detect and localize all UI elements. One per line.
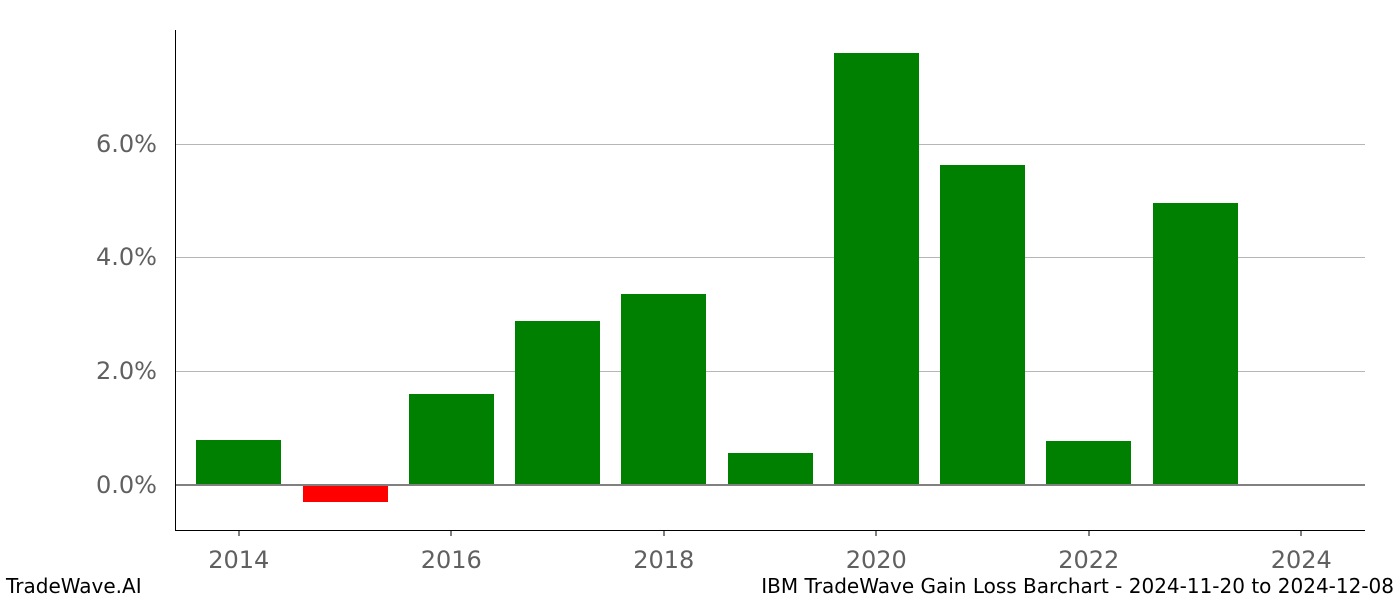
x-tick-label: 2024 — [1271, 546, 1332, 574]
x-tick-mark — [451, 530, 452, 536]
x-tick-label: 2018 — [633, 546, 694, 574]
x-tick-mark — [663, 530, 664, 536]
chart-stage: 0.0%2.0%4.0%6.0%201420162018202020222024… — [0, 0, 1400, 600]
y-tick-label: 4.0% — [96, 243, 157, 271]
x-tick-mark — [238, 530, 239, 536]
bar — [621, 294, 706, 484]
x-tick-label: 2014 — [208, 546, 269, 574]
footer-right: IBM TradeWave Gain Loss Barchart - 2024-… — [761, 574, 1394, 598]
y-tick-label: 2.0% — [96, 357, 157, 385]
y-tick-label: 0.0% — [96, 471, 157, 499]
bar — [515, 321, 600, 485]
x-tick-mark — [876, 530, 877, 536]
zero-line — [175, 484, 1365, 486]
gridline — [175, 144, 1365, 145]
footer-left: TradeWave.AI — [6, 574, 142, 598]
x-tick-mark — [1301, 530, 1302, 536]
bar — [196, 440, 281, 484]
bar — [834, 53, 919, 485]
bar — [409, 394, 494, 485]
plot-area: 0.0%2.0%4.0%6.0%201420162018202020222024 — [175, 30, 1365, 530]
x-tick-label: 2020 — [846, 546, 907, 574]
x-tick-label: 2022 — [1058, 546, 1119, 574]
bar — [303, 485, 388, 502]
x-tick-mark — [1088, 530, 1089, 536]
x-tick-label: 2016 — [421, 546, 482, 574]
y-tick-label: 6.0% — [96, 130, 157, 158]
bar — [728, 453, 813, 484]
bar — [1153, 203, 1238, 484]
bar — [1046, 441, 1131, 485]
x-axis-spine — [175, 530, 1365, 531]
bar — [940, 165, 1025, 485]
y-axis-spine — [175, 30, 176, 530]
